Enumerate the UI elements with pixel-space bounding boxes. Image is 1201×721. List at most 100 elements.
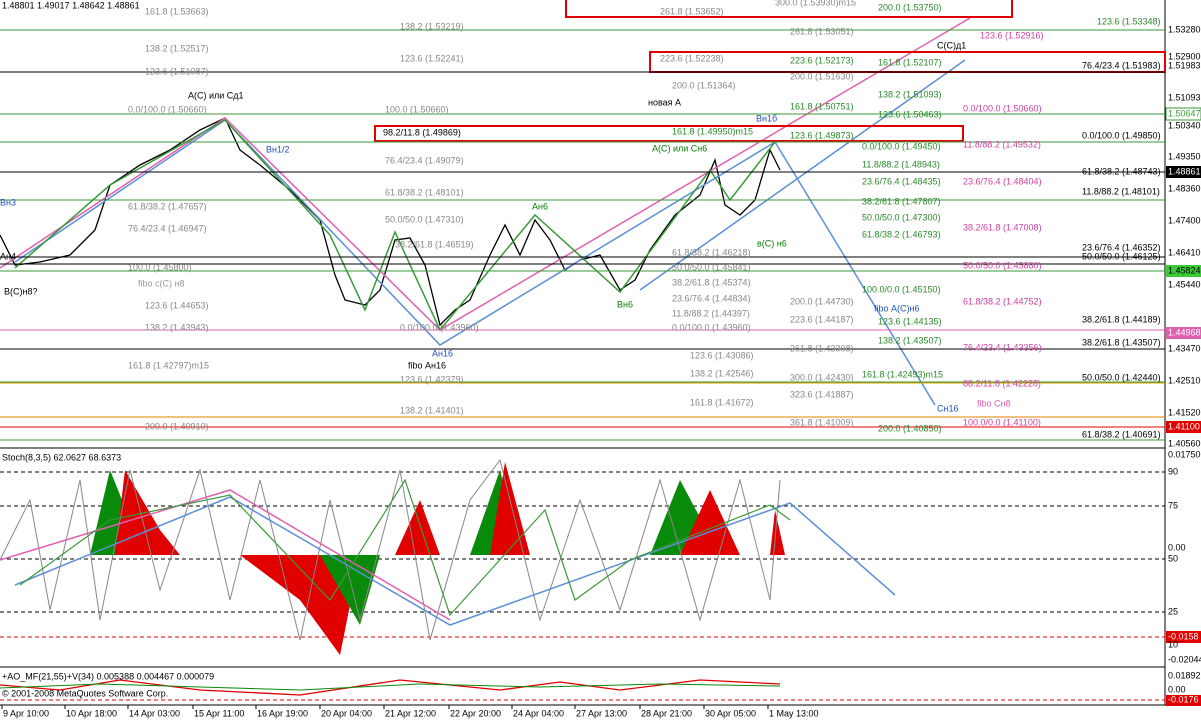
time-label: 1 May 13:00 — [769, 708, 819, 718]
fibo-label: 50.0/50.0 (1.42440) — [1082, 372, 1161, 382]
zones — [374, 0, 1166, 142]
fibo-label: 123.6 (1.51087) — [145, 66, 209, 76]
stoch-axis-label: 75 — [1168, 500, 1178, 510]
time-label: 14 Apr 03:00 — [129, 708, 180, 718]
price-label: 1.45440 — [1168, 279, 1201, 289]
fibo-label: 200.0 (1.51630) — [790, 71, 854, 81]
time-label: 21 Apr 12:00 — [385, 708, 436, 718]
price-label: 1.50340 — [1168, 120, 1201, 130]
fibo-label: 200.0 (1.44730) — [790, 296, 854, 306]
fibo-label: 50.0/50.0 (1.47310) — [385, 214, 464, 224]
time-label: 27 Apr 13:00 — [576, 708, 627, 718]
price-label: 1.44968 — [1168, 327, 1201, 337]
fibo-label: 361.8 (1.41009) — [790, 417, 854, 427]
fibo-label: 11.8/88.2 (1.44397) — [672, 308, 750, 318]
wave-label: Вн3 — [0, 197, 16, 207]
fibo-label: 161.8 (1.49950)m15 — [672, 126, 753, 136]
fibo-label: 323.6 (1.41887) — [790, 389, 854, 399]
price-label: 1.41100 — [1168, 421, 1200, 431]
fibo-label: 200.0 (1.51364) — [672, 80, 736, 90]
fibo-label: 61.8/38.2 (1.40691) — [1082, 429, 1161, 439]
fibo-label: 38.2/61.8 (1.45374) — [672, 277, 751, 287]
price-label: 1.47400 — [1168, 215, 1201, 225]
fibo-label: 223.6 (1.52238) — [660, 53, 724, 63]
fibo-label: 0.0/100.0 (1.49850) — [1082, 130, 1161, 140]
price-label: 1.53280 — [1168, 24, 1201, 34]
fibo-label: 123.6 (1.44135) — [878, 316, 942, 326]
fibo-label: 61.8/38.2 (1.46793) — [862, 229, 941, 239]
ao-axis-label: 0.00 — [1168, 684, 1186, 694]
indicator-label: +AO_MF(21,55)+V(34) 0.005388 0.004467 0.… — [2, 671, 214, 681]
fibo-label: 0.0/100.0 (1.50660) — [128, 104, 207, 114]
stoch-axis-label: -0.02044 — [1168, 654, 1201, 664]
axis-highlight — [1166, 631, 1201, 643]
fibo-label: 200.0 (1.53750) — [878, 2, 942, 12]
stoch-axis-label: 90 — [1168, 466, 1178, 476]
fibo-label: 161.8 (1.42493)m15 — [862, 369, 943, 379]
price-label: 1.51093 — [1168, 92, 1201, 102]
fibo-label: 61.8/38.2 (1.47657) — [128, 201, 207, 211]
fibo-label: 138.2 (1.41401) — [400, 405, 464, 415]
fibo-label: 11.8/88.2 (1.48101) — [1082, 186, 1160, 196]
price-label: 1.45824 — [1168, 265, 1201, 275]
wave-label: Ан4 — [0, 251, 16, 261]
time-label: 20 Apr 04:00 — [321, 708, 372, 718]
time-label: 30 Apr 05:00 — [705, 708, 756, 718]
fibo-label: 300.0 (1.42430) — [790, 372, 854, 382]
time-label: 15 Apr 11:00 — [194, 708, 244, 718]
fibo-label: 61.8/38.2 (1.48101) — [385, 187, 464, 197]
fibo-label: 76.4/23.4 (1.46947) — [128, 223, 207, 233]
fibo-label: 161.8 (1.52107) — [878, 57, 942, 67]
ao-axis-label: -0.0176 — [1168, 694, 1199, 704]
fibo-label: 138.2 (1.51093) — [878, 89, 942, 99]
fibo-label: 88.2/11.8 (1.42228) — [963, 378, 1041, 388]
fibo-label: 223.6 (1.52173) — [790, 55, 854, 65]
fibo-label: 38.2/61.8 (1.46519) — [395, 239, 474, 249]
fibo-label: 138.2 (1.43507) — [878, 335, 942, 345]
price-highlight — [1165, 107, 1201, 121]
fibo-label: 100.0/0.0 (1.45150) — [862, 284, 941, 294]
time-label: 24 Apr 04:00 — [513, 708, 564, 718]
fibo-label: 61.8/38.2 (1.48743) — [1082, 166, 1161, 176]
fibo-label: 76.4/23.4 (1.49079) — [385, 155, 464, 165]
stoch-axis-label: 50 — [1168, 553, 1178, 563]
price-label: 1.42510 — [1168, 375, 1201, 385]
stoch-axis-label: 0.00 — [1168, 542, 1186, 552]
fibo-label: 261.8 (1.53652) — [660, 6, 724, 16]
time-label: 9 Apr 10:00 — [3, 708, 49, 718]
fibo-label: 23.6/76.4 (1.44834) — [672, 293, 751, 303]
wave-label: Ан16 — [432, 348, 453, 358]
wave-label: в(С) н6 — [757, 238, 787, 248]
price-label: 1.46410 — [1168, 247, 1201, 257]
header: 1.48801 1.49017 1.48642 1.48861 — [2, 0, 140, 10]
price-highlight — [1166, 327, 1201, 339]
fibo-label: 11.8/88.2 (1.48943) — [862, 159, 940, 169]
fibo-label: 0.0/100.0 (1.49450) — [862, 141, 941, 151]
fibo-label: 100.0 (1.50660) — [385, 104, 449, 114]
wave-label: Вн6 — [617, 299, 633, 309]
price-label: 1.43470 — [1168, 343, 1201, 353]
fibo-label: 61.8/38.2 (1.44752) — [963, 296, 1042, 306]
price-highlight — [1166, 421, 1201, 433]
fibo-label: 23.6/76.4 (1.46352) — [1082, 242, 1161, 252]
fibo-label: 98.2/11.8 (1.49869) — [383, 127, 461, 137]
fibo-label: 38.2/61.8 (1.47008) — [963, 222, 1042, 232]
fibo-label: 300.0 (1.53930)m15 — [775, 0, 856, 7]
fibo-label: 123.6 (1.44653) — [145, 300, 209, 310]
wave-label: Вн1б — [756, 113, 777, 123]
fibo-label: 61.8/38.2 (1.46218) — [672, 247, 751, 257]
price-label: 1.40560 — [1168, 438, 1201, 448]
fibo-label: 23.6/76.4 (1.48435) — [862, 176, 941, 186]
wave-label: Вн1/2 — [266, 144, 289, 154]
fibo-label: 123.6 (1.49873) — [790, 130, 854, 140]
stoch-axis-label: 0.01750 — [1168, 449, 1201, 459]
price-highlight — [1166, 166, 1201, 178]
fibo-label: 123.6 (1.50463) — [878, 109, 942, 119]
fibo-label: 123.6 (1.52241) — [400, 53, 464, 63]
fibo-label: 123.6 (1.42379) — [400, 374, 464, 384]
wave-label: A(C) или Сд1 — [188, 90, 244, 100]
price-label: 1.49350 — [1168, 151, 1201, 161]
price-label: 1.51983 — [1168, 60, 1201, 70]
